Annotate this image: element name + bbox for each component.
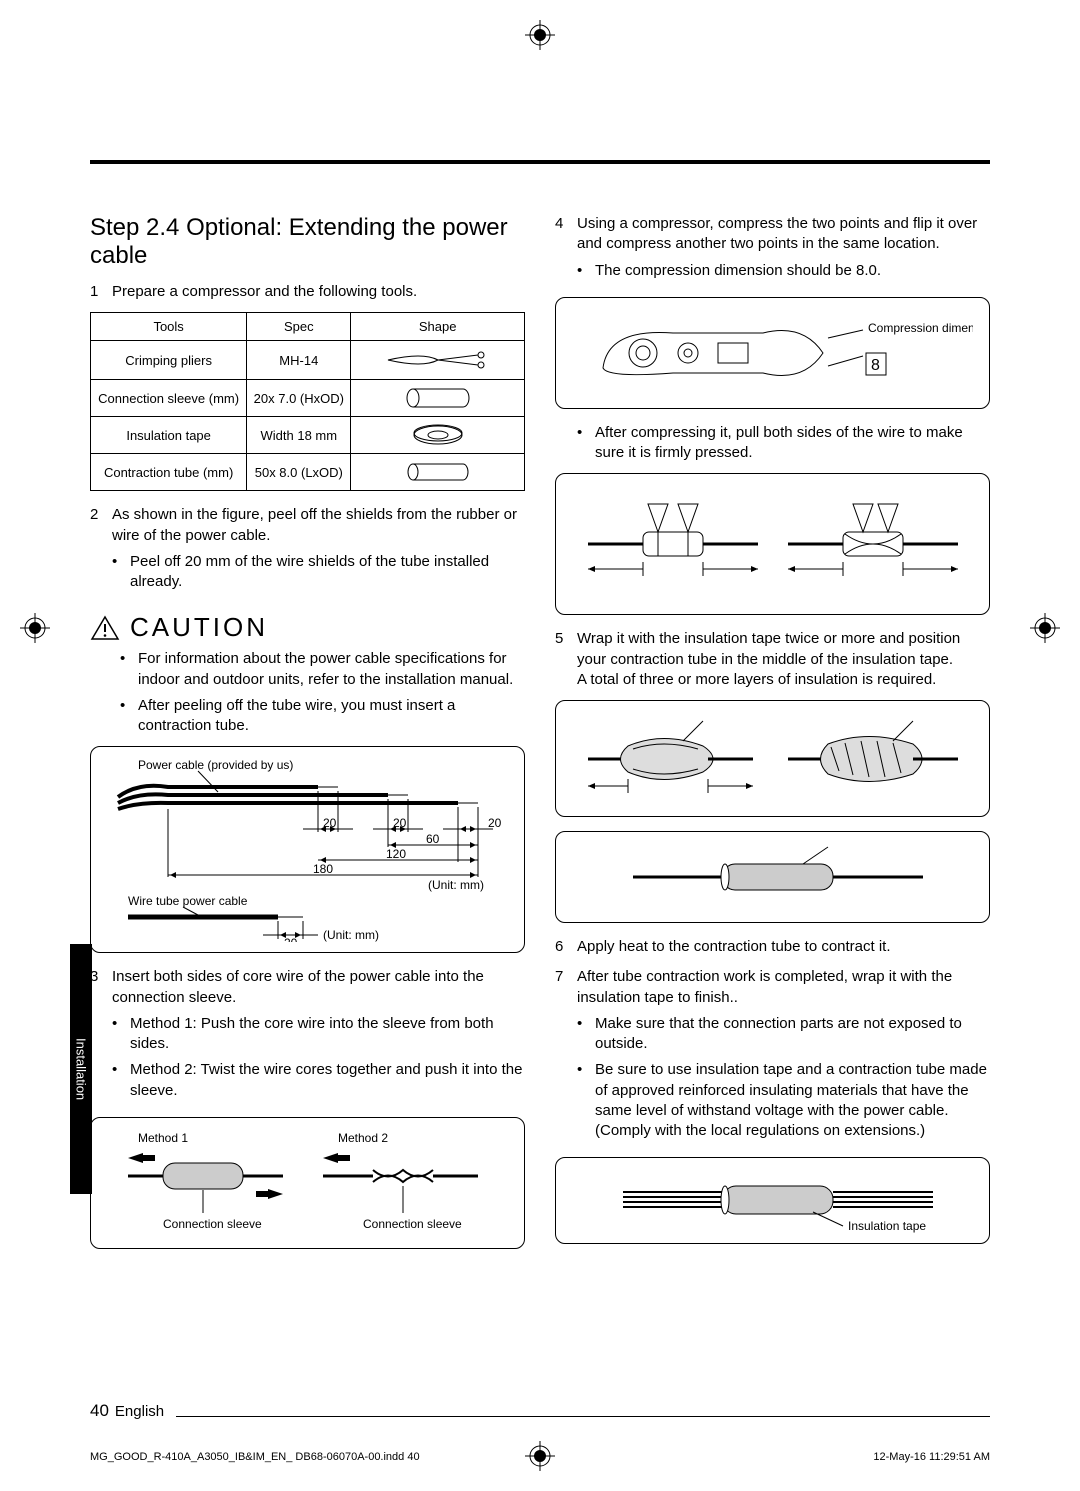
page-language: English <box>115 1403 164 1420</box>
cell-shape-tape <box>351 417 525 454</box>
step-2: As shown in the figure, peel off the shi… <box>112 506 517 543</box>
svg-text:Power cable (provided by us): Power cable (provided by us) <box>138 758 293 772</box>
step-7-sub: Make sure that the connection parts are … <box>595 1014 990 1055</box>
svg-text:20: 20 <box>488 816 502 830</box>
step-2-sub: Peel off 20 mm of the wire shields of th… <box>130 552 525 593</box>
cell-tool: Connection sleeve (mm) <box>91 380 247 417</box>
step-1: Prepare a compressor and the following t… <box>112 282 525 302</box>
svg-text:20: 20 <box>284 936 298 942</box>
svg-text:Insulation tape: Insulation tape <box>848 1219 926 1233</box>
cell-shape-tube <box>351 454 525 491</box>
th-tools: Tools <box>91 313 247 341</box>
figure-pull-test <box>555 473 990 615</box>
print-registration-left <box>20 613 50 643</box>
th-spec: Spec <box>247 313 351 341</box>
figure-compressor: Compression dimension 8 <box>555 297 990 409</box>
cell-spec: Width 18 mm <box>247 417 351 454</box>
figure-methods: Method 1 Method 2 Connection sleeve Conn… <box>90 1117 525 1249</box>
svg-text:(Unit: mm): (Unit: mm) <box>323 928 379 942</box>
step-4-sub2: After compressing it, pull both sides of… <box>595 423 990 464</box>
cell-spec: MH-14 <box>247 341 351 380</box>
header-rule <box>90 160 990 164</box>
step-4-sub: The compression dimension should be 8.0. <box>595 261 881 281</box>
svg-text:180: 180 <box>313 862 333 876</box>
figure-power-cable: Power cable (provided by us) <box>90 746 525 953</box>
svg-text:Connection sleeve: Connection sleeve <box>163 1217 262 1231</box>
indd-footer: MG_GOOD_R-410A_A3050_IB&IM_EN_ DB68-0607… <box>90 1451 990 1463</box>
figure-contraction-tube <box>555 831 990 923</box>
step-3: Insert both sides of core wire of the po… <box>112 968 484 1005</box>
print-registration-top <box>525 20 555 50</box>
cell-tool: Contraction tube (mm) <box>91 454 247 491</box>
svg-text:Method 2: Method 2 <box>338 1131 388 1145</box>
caution-icon <box>90 615 120 641</box>
indd-filename: MG_GOOD_R-410A_A3050_IB&IM_EN_ DB68-0607… <box>90 1451 420 1463</box>
step-7: After tube contraction work is completed… <box>577 968 952 1005</box>
left-column: Step 2.4 Optional: Extending the power c… <box>90 214 525 1263</box>
step-7-sub: Be sure to use insulation tape and a con… <box>595 1060 990 1141</box>
step-3-sub: Method 1: Push the core wire into the sl… <box>130 1014 525 1055</box>
cell-spec: 50x 8.0 (LxOD) <box>247 454 351 491</box>
step-6: Apply heat to the contraction tube to co… <box>577 937 990 957</box>
caution-header: CAUTION <box>90 612 525 643</box>
indd-timestamp: 12-May-16 11:29:51 AM <box>873 1451 990 1463</box>
svg-text:Wire tube power cable: Wire tube power cable <box>128 894 248 908</box>
svg-text:Method 1: Method 1 <box>138 1131 188 1145</box>
th-shape: Shape <box>351 313 525 341</box>
figure-final: Insulation tape <box>555 1157 990 1244</box>
section-heading: Step 2.4 Optional: Extending the power c… <box>90 214 525 270</box>
svg-text:20: 20 <box>323 816 337 830</box>
svg-text:120: 120 <box>386 847 406 861</box>
caution-item: After peeling off the tube wire, you mus… <box>138 696 525 737</box>
svg-text:60: 60 <box>426 832 440 846</box>
caution-title: CAUTION <box>130 612 268 643</box>
tools-table: Tools Spec Shape Crimping pliers MH-14 C <box>90 312 525 491</box>
svg-text:8: 8 <box>871 357 880 374</box>
svg-text:Compression dimension: Compression dimension <box>868 321 973 335</box>
print-registration-right <box>1030 613 1060 643</box>
cell-shape-pliers <box>351 341 525 380</box>
side-tab: Installation <box>70 944 92 1194</box>
step-5-extra: A total of three or more layers of insul… <box>577 671 936 688</box>
step-3-sub: Method 2: Twist the wire cores together … <box>130 1060 525 1101</box>
svg-text:20: 20 <box>393 816 407 830</box>
side-tab-label: Installation <box>74 1038 89 1100</box>
cell-tool: Insulation tape <box>91 417 247 454</box>
step-5: Wrap it with the insulation tape twice o… <box>577 630 960 667</box>
right-column: 4 Using a compressor, compress the two p… <box>555 214 990 1263</box>
page-number: 40 <box>90 1401 109 1421</box>
svg-text:(Unit: mm): (Unit: mm) <box>428 878 484 892</box>
cell-tool: Crimping pliers <box>91 341 247 380</box>
step-4: Using a compressor, compress the two poi… <box>577 215 977 252</box>
cell-shape-sleeve <box>351 380 525 417</box>
page-footer: 40 English <box>90 1401 990 1421</box>
figure-tape-wrap <box>555 700 990 817</box>
svg-text:Connection sleeve: Connection sleeve <box>363 1217 462 1231</box>
cell-spec: 20x 7.0 (HxOD) <box>247 380 351 417</box>
caution-item: For information about the power cable sp… <box>138 649 525 690</box>
